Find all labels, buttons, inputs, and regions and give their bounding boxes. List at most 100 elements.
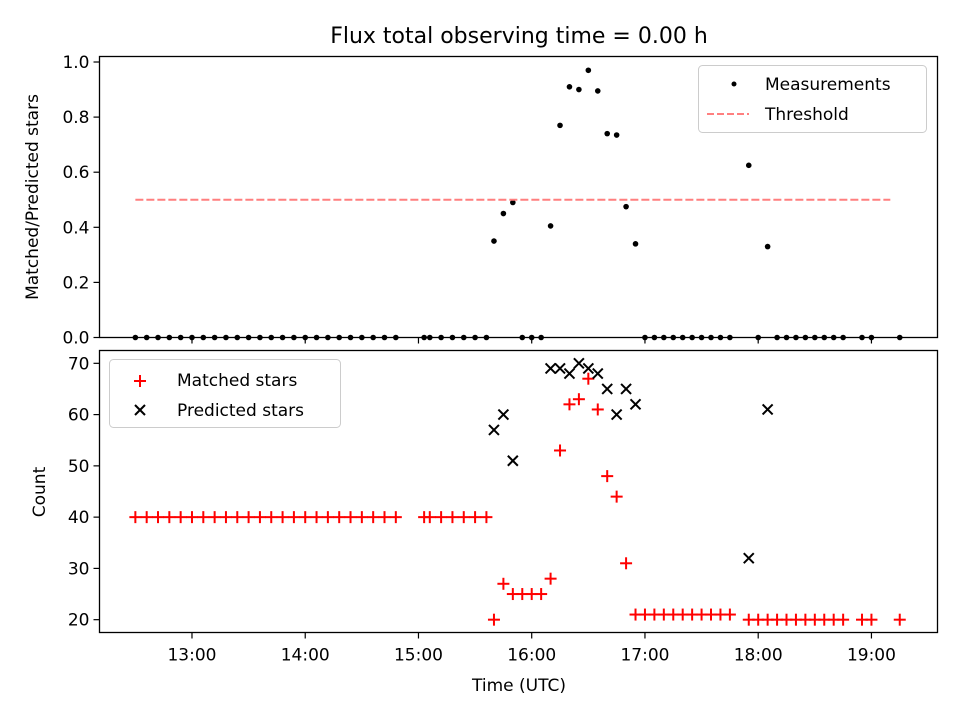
x-tick-label: 19:00 xyxy=(847,646,896,666)
predicted-point xyxy=(497,408,510,421)
matched-point xyxy=(287,511,300,524)
x-axis-label: Time (UTC) xyxy=(471,676,566,696)
legend-measurements-label: Measurements xyxy=(765,75,891,95)
predicted-point xyxy=(743,552,755,564)
predicted-point xyxy=(582,362,595,375)
x-tick-label: 15:00 xyxy=(394,646,443,666)
y-tick-label: 60 xyxy=(68,406,90,426)
measurement-point xyxy=(604,130,611,137)
matched-point xyxy=(446,511,459,524)
matched-point xyxy=(554,444,567,457)
matched-point xyxy=(174,511,187,524)
legend-matched-label: Matched stars xyxy=(177,371,297,391)
predicted-point xyxy=(620,383,632,395)
matched-point xyxy=(185,511,198,524)
bottom-y-axis: 20 30 40 50 60 70 xyxy=(68,354,100,631)
measurement-point xyxy=(576,86,582,93)
matched-point xyxy=(723,608,736,621)
measurement-point xyxy=(547,223,554,229)
matched-point xyxy=(163,511,176,524)
x-tick-label: 13:00 xyxy=(167,646,216,666)
chart-title: Flux total observing time = 0.00 h xyxy=(330,24,708,49)
legend-matched-marker xyxy=(134,375,146,387)
top-axes-frame xyxy=(98,55,939,339)
matched-point xyxy=(837,613,850,626)
measurement-point xyxy=(632,241,639,247)
legend-predicted-label: Predicted stars xyxy=(177,401,304,421)
bottom-legend-box xyxy=(109,359,341,428)
x-tick-label: 18:00 xyxy=(734,646,783,666)
matched-point xyxy=(457,511,470,524)
y-tick-label: 40 xyxy=(68,508,90,528)
top-legend-box xyxy=(698,65,927,133)
matched-point xyxy=(367,511,380,524)
measurement-point xyxy=(500,210,507,217)
measurement-point xyxy=(566,84,573,90)
y-tick-label: 0.6 xyxy=(62,163,89,183)
top-y-axis-label: Matched/Predicted stars xyxy=(23,94,43,300)
matched-point xyxy=(480,511,493,524)
matched-point xyxy=(276,511,289,524)
y-tick-label: 30 xyxy=(68,559,90,579)
predicted-point xyxy=(563,367,576,380)
y-tick-label: 20 xyxy=(68,611,90,631)
predicted-point xyxy=(488,424,500,436)
matched-point xyxy=(253,511,266,524)
x-tick-label: 14:00 xyxy=(281,646,330,666)
matched-point xyxy=(601,470,614,483)
y-tick-label: 0.8 xyxy=(62,108,89,128)
x-tick-label: 16:00 xyxy=(507,646,556,666)
y-tick-label: 0.4 xyxy=(62,218,89,238)
matched-point xyxy=(591,403,604,416)
y-tick-label: 0.2 xyxy=(62,273,89,293)
top-y-axis: 0.0 0.2 0.4 0.6 0.8 1.0 xyxy=(62,53,100,349)
predicted-point xyxy=(573,357,585,370)
matched-point xyxy=(242,511,255,524)
matched-point xyxy=(389,511,402,524)
predicted-point xyxy=(761,403,774,416)
matched-point xyxy=(487,613,500,626)
measurement-point xyxy=(557,122,563,129)
measurement-point xyxy=(510,199,516,206)
y-tick-label: 1.0 xyxy=(62,53,89,73)
predicted-point xyxy=(554,362,566,375)
matched-point xyxy=(378,511,391,524)
predicted-point xyxy=(507,455,519,467)
measurement-point xyxy=(491,238,497,244)
matched-point xyxy=(435,511,448,524)
matched-point xyxy=(231,511,244,524)
matched-point xyxy=(129,511,142,524)
predicted-point xyxy=(601,383,613,395)
matched-point xyxy=(321,511,334,524)
matched-point xyxy=(333,511,346,524)
matched-point xyxy=(497,577,510,590)
matched-point xyxy=(620,557,633,570)
legend-predicted-marker xyxy=(134,404,146,416)
matched-point xyxy=(197,511,210,524)
matched-point xyxy=(610,490,623,503)
matched-point xyxy=(152,511,165,524)
matched-point xyxy=(582,372,595,385)
matched-point xyxy=(140,511,153,524)
matched-point xyxy=(423,511,436,524)
legend-threshold-label: Threshold xyxy=(764,105,849,125)
measurement-point xyxy=(623,203,629,210)
bottom-x-axis: 13:00 14:00 15:00 16:00 17:00 18:00 19:00 xyxy=(167,632,896,666)
top-panel: 0.0 0.2 0.4 0.6 0.8 1.0 Matched/Predicted sta… xyxy=(23,53,939,349)
matched-point xyxy=(355,511,368,524)
matched-point xyxy=(219,511,232,524)
y-tick-label: 0.0 xyxy=(62,329,89,349)
matched-point xyxy=(299,511,312,524)
predicted-point xyxy=(629,398,642,411)
bottom-axes-frame xyxy=(98,349,939,634)
matched-point xyxy=(544,572,557,585)
bottom-y-axis-label: Count xyxy=(30,466,50,517)
predicted-point xyxy=(544,362,557,375)
top-legend: Measurements Threshold xyxy=(698,65,927,133)
measurement-point xyxy=(613,132,620,138)
matched-point xyxy=(572,393,585,406)
measurement-point xyxy=(745,162,752,169)
matched-point xyxy=(208,511,221,524)
matched-point xyxy=(344,511,357,524)
predicted-point xyxy=(610,408,623,421)
